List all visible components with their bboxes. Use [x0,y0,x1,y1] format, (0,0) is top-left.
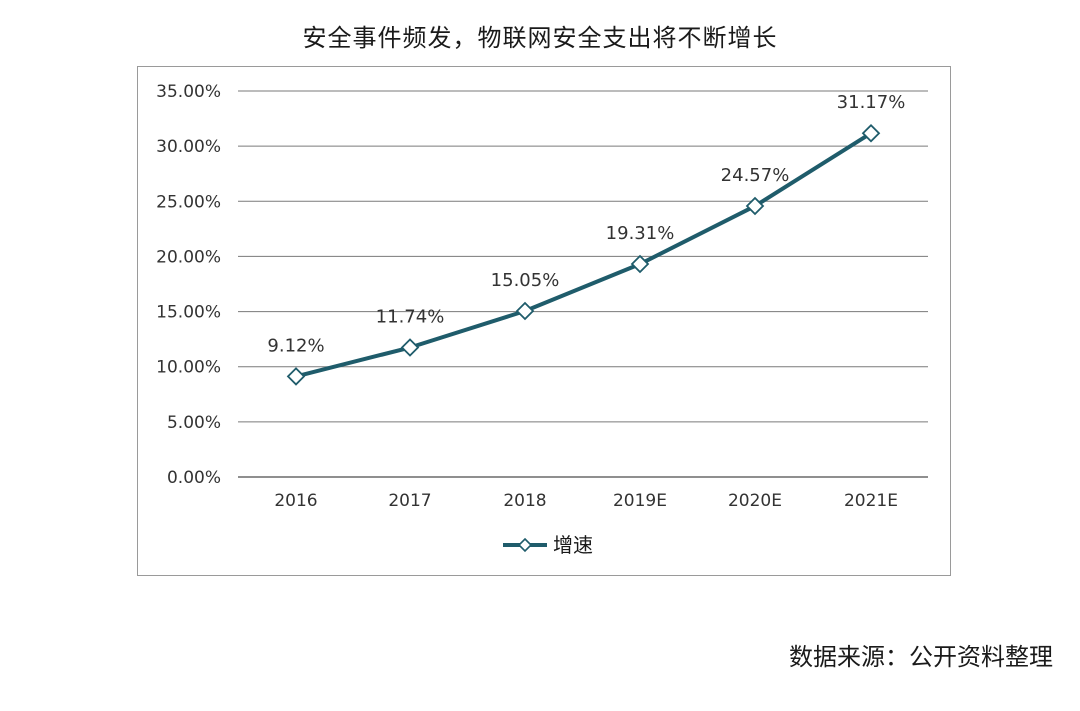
y-tick-label: 5.00% [167,413,221,433]
y-tick-label: 30.00% [156,137,221,157]
chart-title: 安全事件频发，物联网安全支出将不断增长 [302,24,778,52]
legend-marker-swatch [517,537,533,553]
y-tick-label: 25.00% [156,192,221,212]
x-axis-tick-labels: 2016 2017 2018 2019E 2020E 2021E [274,491,898,511]
data-label: 11.74% [376,307,445,328]
data-point-marker [515,301,535,321]
x-tick-label: 2020E [728,491,782,511]
data-source-note: 数据来源：公开资料整理 [789,643,1053,671]
legend-label: 增速 [553,533,593,557]
y-tick-label: 20.00% [156,247,221,267]
x-tick-label: 2017 [388,491,431,511]
x-tick-label: 2018 [503,491,546,511]
y-tick-label: 0.00% [167,468,221,488]
x-tick-label: 2019E [613,491,667,511]
x-tick-label: 2021E [844,491,898,511]
x-tick-label: 2016 [274,491,317,511]
data-label: 9.12% [267,335,324,356]
data-label: 31.17% [837,92,906,113]
data-point-marker [745,196,765,216]
legend: 增速 [503,533,593,557]
y-tick-label: 15.00% [156,303,221,323]
series-growth-rate [286,123,881,386]
data-point-marker [286,367,306,386]
series-line [294,131,873,379]
y-axis-tick-labels: 0.00% 5.00% 10.00% 15.00% 20.00% 25.00% 30.00%… [156,82,221,488]
data-label: 24.57% [721,165,790,186]
y-tick-label: 35.00% [156,82,221,102]
data-labels: 9.12% 11.74% 15.05% 19.31% 24.57% 31.17% [267,92,905,356]
data-label: 19.31% [606,223,675,244]
data-label: 15.05% [491,270,560,291]
gridlines [238,90,928,478]
data-point-marker [630,254,650,274]
data-point-marker [861,123,881,143]
y-tick-label: 10.00% [156,358,221,378]
chart-frame [137,66,951,576]
data-point-marker [400,338,420,357]
